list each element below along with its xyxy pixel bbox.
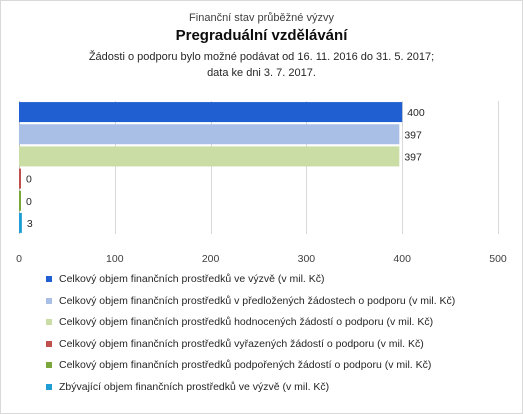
bar: [19, 168, 21, 189]
x-tick-label: 100: [106, 253, 124, 265]
legend-swatch: [46, 319, 52, 326]
legend-swatch: [46, 340, 52, 347]
data-label: 397: [404, 129, 422, 141]
legend-label: Celkový objem finančních prostředků v př…: [59, 294, 456, 307]
data-label: 397: [404, 151, 422, 163]
legend-label: Zbývající objem finančních prostředků ve…: [59, 381, 330, 393]
chart-pretitle: Finanční stav průběžné výzvy: [189, 12, 334, 24]
x-tick-label: 0: [16, 253, 22, 265]
legend-label: Celkový objem finančních prostředků vyřa…: [59, 337, 424, 350]
legend-swatch: [46, 276, 52, 282]
legend-item: Celkový objem finančních prostředků podp…: [46, 357, 431, 373]
legend-item: Zbývající objem finančních prostředků ve…: [46, 379, 329, 395]
legend-item: Celkový objem finančních prostředků ve v…: [46, 271, 325, 287]
x-tick-label: 400: [393, 253, 411, 265]
chart-subtitle-line2: data ke dni 3. 7. 2017.: [207, 67, 316, 79]
legend-label: Celkový objem finančních prostředků podp…: [59, 359, 432, 372]
legend-item: Celkový objem finančních prostředků v př…: [46, 293, 455, 309]
legend-item: Celkový objem finančních prostředků vyřa…: [46, 336, 424, 352]
x-tick-label: 300: [298, 253, 316, 265]
data-label: 0: [26, 196, 32, 208]
legend-swatch: [46, 384, 52, 390]
bar: [19, 102, 403, 123]
bar: [19, 146, 400, 167]
data-label: 3: [27, 218, 33, 230]
x-tick-label: 500: [489, 253, 507, 265]
data-label: 400: [407, 107, 425, 119]
x-tick-label: 200: [202, 253, 220, 265]
legend-swatch: [46, 362, 52, 369]
bar: [19, 212, 22, 233]
bar: [19, 124, 400, 145]
legend-item: Celkový objem finančních prostředků hodn…: [46, 314, 433, 330]
chart-subtitle-line1: Žádosti o podporu bylo možné podávat od …: [88, 51, 435, 63]
legend-swatch: [46, 297, 52, 304]
legend-label: Celkový objem finančních prostředků ve v…: [59, 273, 325, 285]
chart-title: Pregraduální vzdělávání: [175, 27, 348, 44]
bar: [19, 190, 21, 211]
legend-label: Celkový objem finančních prostředků hodn…: [59, 316, 434, 329]
data-label: 0: [26, 174, 32, 186]
